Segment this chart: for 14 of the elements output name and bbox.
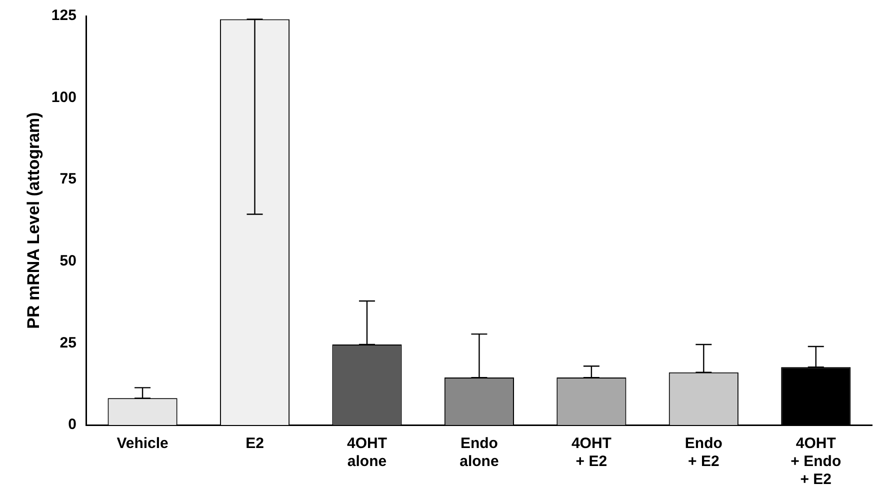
y-axis-title: PR mRNA Level (attogram) [24, 112, 43, 329]
y-tick-label: 75 [60, 170, 76, 188]
x-tick-label: 4OHT alone [346, 435, 387, 470]
y-tick-label: 25 [60, 334, 76, 352]
y-tick-label: 100 [51, 88, 76, 106]
y-tick-label: 125 [51, 7, 76, 24]
x-tick-label: Vehicle [116, 435, 168, 452]
x-tick-label: E2 [246, 435, 264, 452]
x-tick-label: Endo + E2 [684, 435, 722, 470]
x-tick-label: Endo alone [460, 435, 499, 470]
y-tick-label: 0 [68, 416, 76, 434]
x-tick-label: 4OHT + Endo + E2 [790, 435, 842, 488]
y-tick-label: 50 [60, 252, 76, 270]
x-tick-label: 4OHT + E2 [571, 435, 612, 470]
